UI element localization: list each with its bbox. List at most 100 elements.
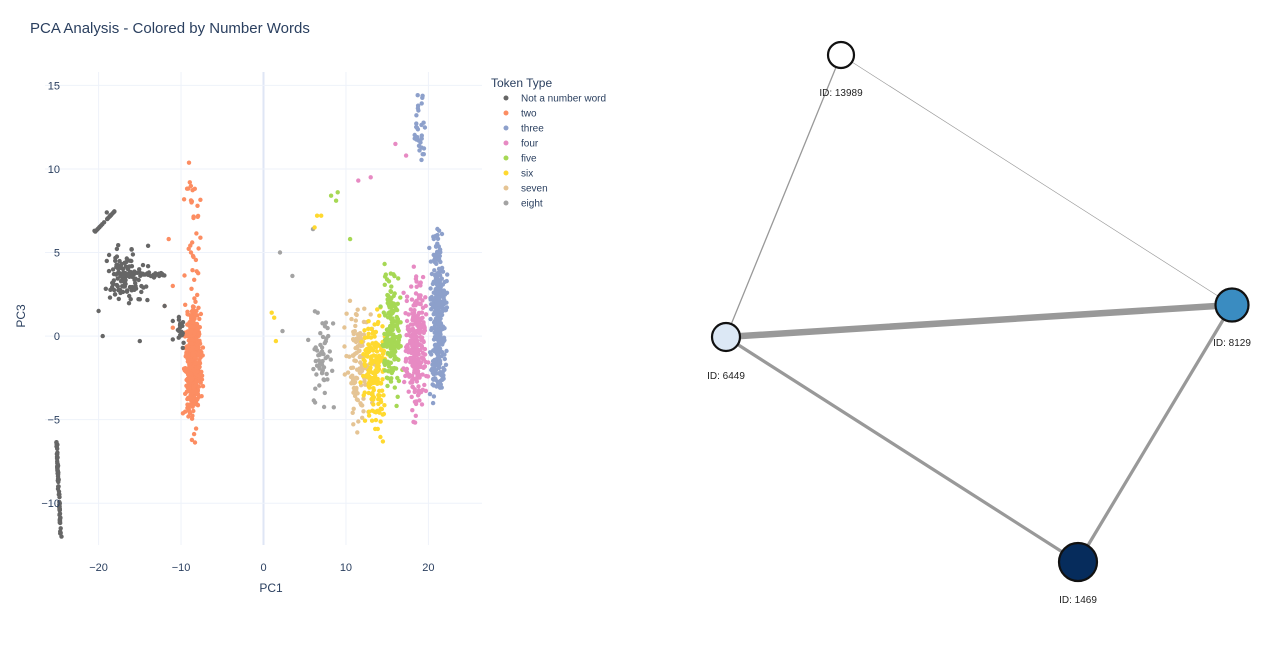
point-not-a-number-word[interactable] [55,472,61,477]
point-six[interactable] [312,225,317,230]
point-four[interactable] [416,359,422,364]
point-six[interactable] [273,338,279,344]
point-six[interactable] [377,393,382,398]
point-six[interactable] [358,380,363,385]
point-not-a-number-word[interactable] [175,327,181,333]
point-four[interactable] [417,295,423,300]
point-three[interactable] [427,245,432,251]
point-eight[interactable] [320,334,326,340]
point-four[interactable] [421,339,426,344]
point-six[interactable] [380,324,385,329]
point-seven[interactable] [362,379,367,384]
point-two[interactable] [200,345,206,350]
point-three[interactable] [440,376,445,381]
point-six[interactable] [371,402,376,407]
point-three[interactable] [445,272,450,277]
point-not-a-number-word[interactable] [101,220,107,225]
point-four[interactable] [413,413,418,418]
point-four[interactable] [414,349,419,354]
point-seven[interactable] [350,375,355,381]
point-six[interactable] [380,355,385,360]
point-not-a-number-word[interactable] [115,276,120,281]
point-six[interactable] [269,310,274,315]
point-four[interactable] [414,279,419,284]
point-two[interactable] [189,309,195,314]
point-three[interactable] [437,290,442,295]
point-not-a-number-word[interactable] [181,340,186,345]
point-two[interactable] [199,369,204,374]
point-not-a-number-word[interactable] [124,259,129,265]
point-not-a-number-word[interactable] [58,520,63,526]
point-four[interactable] [418,389,424,395]
point-two[interactable] [183,409,188,414]
point-five[interactable] [392,347,397,353]
point-four[interactable] [419,402,425,407]
point-six[interactable] [366,331,371,336]
point-not-a-number-word[interactable] [113,258,118,263]
point-eight[interactable] [327,349,332,354]
point-seven[interactable] [356,419,361,424]
point-five[interactable] [385,350,390,356]
point-not-a-number-word[interactable] [129,247,134,252]
point-three[interactable] [444,300,449,305]
point-five[interactable] [394,314,399,320]
point-seven[interactable] [342,372,347,377]
point-two[interactable] [196,305,201,310]
point-eight[interactable] [311,366,316,372]
point-six[interactable] [375,307,380,312]
point-eight[interactable] [320,369,325,375]
point-two[interactable] [196,271,201,276]
point-not-a-number-word[interactable] [56,489,62,494]
point-six[interactable] [373,330,378,335]
point-seven[interactable] [354,397,360,402]
point-four[interactable] [417,282,422,287]
point-three[interactable] [434,275,440,281]
point-four[interactable] [415,320,421,325]
point-two[interactable] [191,368,197,373]
point-two[interactable] [192,388,197,393]
point-not-a-number-word[interactable] [100,333,105,339]
point-three[interactable] [437,297,442,303]
point-not-a-number-word[interactable] [57,494,62,500]
point-four[interactable] [404,294,410,299]
point-four[interactable] [408,307,413,312]
point-two[interactable] [185,405,190,411]
point-two[interactable] [188,365,194,370]
point-four[interactable] [423,388,429,394]
point-seven[interactable] [355,391,360,396]
point-four[interactable] [423,312,429,317]
point-three[interactable] [430,370,436,376]
point-seven[interactable] [351,406,356,411]
point-not-a-number-word[interactable] [120,289,126,295]
point-seven[interactable] [353,323,358,329]
point-not-a-number-word[interactable] [145,264,151,269]
point-eight[interactable] [314,372,319,377]
point-five[interactable] [396,357,401,362]
point-five[interactable] [392,357,397,362]
point-eight[interactable] [323,320,329,325]
point-four[interactable] [409,373,415,378]
point-two[interactable] [198,235,203,240]
point-two[interactable] [188,183,194,189]
point-two[interactable] [188,402,193,408]
point-not-a-number-word[interactable] [176,317,182,322]
point-three[interactable] [433,244,439,249]
point-two[interactable] [197,331,202,337]
point-six[interactable] [380,351,386,356]
point-three[interactable] [441,335,447,340]
point-two[interactable] [190,240,195,245]
point-six[interactable] [369,346,374,351]
point-two[interactable] [199,349,204,355]
point-five[interactable] [397,333,402,338]
point-not-a-number-word[interactable] [116,296,122,302]
point-two[interactable] [195,292,200,298]
point-four[interactable] [401,366,406,371]
point-two[interactable] [166,236,171,242]
node-1469[interactable]: ID: 1469 [1057,541,1099,606]
point-eight[interactable] [313,386,318,391]
point-not-a-number-word[interactable] [144,272,149,277]
point-three[interactable] [442,356,447,362]
point-three[interactable] [434,286,439,291]
point-six[interactable] [372,409,377,414]
point-five[interactable] [380,343,385,348]
